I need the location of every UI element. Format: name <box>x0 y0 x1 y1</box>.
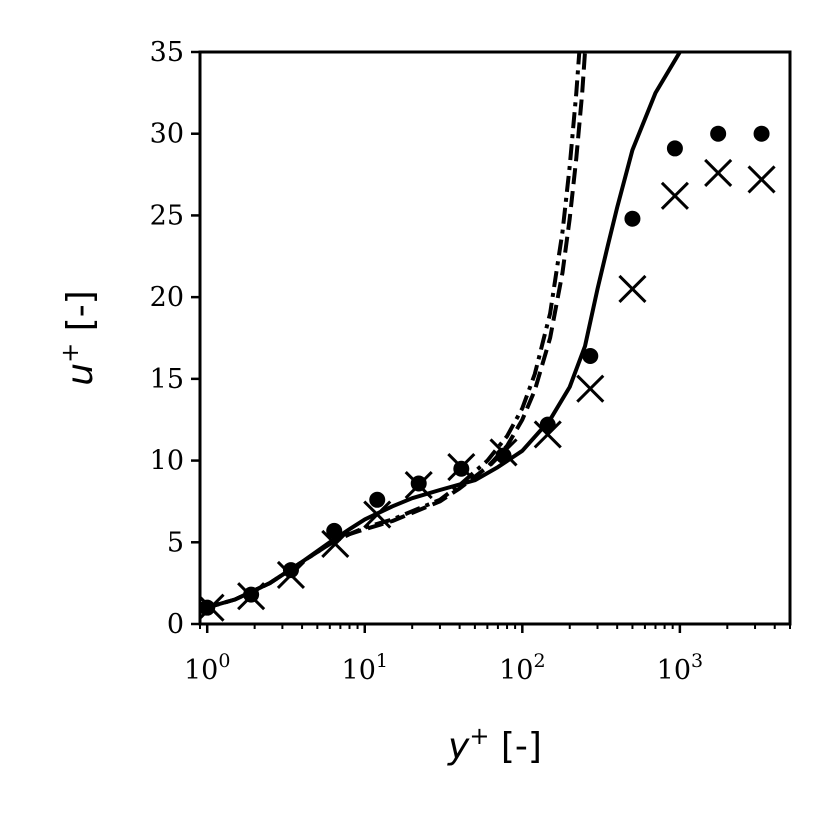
series-4-dot-marker <box>369 491 386 508</box>
series-5-cross-marker <box>237 582 266 611</box>
cross-stroke <box>489 438 518 467</box>
series-4-dot-marker <box>282 562 299 579</box>
series-3-dashdot-line <box>203 52 582 611</box>
series-5-cross-marker <box>200 593 225 622</box>
y-tick-label: 35 <box>150 37 184 68</box>
cross-stroke <box>237 582 266 611</box>
series-5-cross-marker <box>363 500 392 529</box>
cross-stroke <box>747 165 776 194</box>
cross-stroke <box>704 158 733 187</box>
y-tick-label: 30 <box>150 119 184 150</box>
series-5-cross-marker <box>660 181 689 210</box>
series-4-dot-marker <box>326 522 343 539</box>
plot-marks <box>200 52 776 622</box>
series-4-dot-marker <box>200 599 216 616</box>
series-2-dashed-line <box>203 52 587 611</box>
cross-stroke <box>618 274 647 304</box>
series-5-cross-marker <box>321 529 350 558</box>
series-5-cross-marker <box>747 165 776 194</box>
series-1-solid-line <box>203 52 682 611</box>
x-tick-label: 100 <box>184 650 230 686</box>
series-5-cross-marker <box>404 471 433 500</box>
cross-stroke <box>276 560 306 590</box>
cross-stroke <box>533 420 562 449</box>
cross-stroke <box>200 593 225 621</box>
series-4-dot-marker <box>666 140 683 157</box>
series-5-cross-marker <box>618 274 647 304</box>
series-5-cross-marker <box>276 560 306 590</box>
x-tick-label: 101 <box>342 650 388 686</box>
axis-ticks: 0 5 10 15 20 25 30 35 100 101 102 103 <box>150 37 791 686</box>
x-tick-label: 103 <box>657 650 703 686</box>
cross-stroke <box>660 181 689 210</box>
series-5-cross-marker <box>576 374 605 403</box>
series-5-cross-marker <box>447 453 476 482</box>
series-4-dot-marker <box>495 447 512 464</box>
x-axis-label: y+ [-] <box>447 722 542 767</box>
y-tick-label: 0 <box>167 609 184 640</box>
series-4-dot-marker <box>624 210 641 227</box>
series-5-cross-marker <box>533 420 562 449</box>
x-tick-label: 102 <box>499 650 545 686</box>
series-5-cross-marker <box>489 438 518 467</box>
y-tick-label: 5 <box>167 527 184 558</box>
series-4-dot-marker <box>753 125 770 142</box>
series-5-cross-marker <box>704 158 733 187</box>
cross-stroke <box>447 453 476 482</box>
cross-stroke <box>363 500 392 529</box>
series-4-dot-marker <box>710 125 727 142</box>
y-axis-label: u+ [-] <box>56 290 101 385</box>
y-tick-label: 15 <box>150 364 184 395</box>
y-tick-label: 20 <box>150 282 184 313</box>
cross-stroke <box>576 374 605 403</box>
cross-stroke <box>404 471 433 500</box>
y-tick-label: 10 <box>150 446 184 477</box>
cross-stroke <box>321 529 350 558</box>
y-tick-label: 25 <box>150 200 184 231</box>
plot-frame <box>198 50 792 626</box>
series-4-dot-marker <box>582 347 599 364</box>
